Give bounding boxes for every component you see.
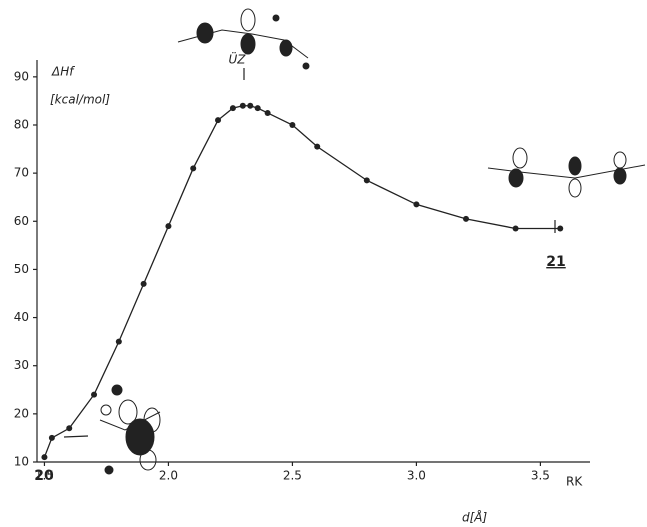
- point: [49, 435, 55, 441]
- point: [41, 454, 47, 460]
- y-tick-label: 10: [14, 455, 29, 469]
- annotation: 21: [546, 254, 565, 270]
- point: [364, 177, 370, 183]
- x-tick-label: 1.5: [35, 469, 54, 483]
- y-axis-label: ΔHf: [51, 65, 75, 79]
- x-tick-label: 3.0: [407, 469, 426, 483]
- x-tick-label: 2.5: [283, 469, 302, 483]
- chart: ΔHf [kcal/mol] d[Å] ÜZ 20 21 RK 10203040…: [0, 0, 647, 527]
- point: [463, 216, 469, 222]
- curve: [44, 106, 560, 457]
- y-axis-unit: [kcal/mol]: [50, 93, 110, 107]
- point: [141, 281, 147, 287]
- y-tick-label: 50: [14, 262, 29, 276]
- y-tick-label: 90: [14, 69, 29, 83]
- y-tick-label: 70: [14, 166, 29, 180]
- annotation: ÜZ: [228, 51, 246, 67]
- point: [557, 226, 563, 232]
- arrow: [64, 436, 88, 437]
- point: [230, 105, 236, 111]
- y-tick-label: 40: [14, 310, 29, 324]
- point: [247, 103, 253, 109]
- y-tick-label: 30: [14, 358, 29, 372]
- point: [66, 425, 72, 431]
- point: [314, 144, 320, 150]
- annotation: RK: [566, 475, 583, 489]
- orbital-sketch: [100, 9, 645, 474]
- y-tick-label: 20: [14, 406, 29, 420]
- point: [240, 103, 246, 109]
- point: [91, 392, 97, 398]
- y-tick-label: 80: [14, 117, 29, 131]
- point: [215, 117, 221, 123]
- point: [413, 201, 419, 207]
- page: {"chart_data": {"type": "line", "ylabel"…: [0, 0, 647, 527]
- x-axis-label: d[Å]: [462, 510, 488, 525]
- x-tick-label: 2.0: [159, 469, 178, 483]
- point: [255, 105, 261, 111]
- point: [289, 122, 295, 128]
- point: [116, 339, 122, 345]
- point: [190, 165, 196, 171]
- x-tick-label: 3.5: [531, 469, 550, 483]
- point: [265, 110, 271, 116]
- point: [165, 223, 171, 229]
- point: [513, 226, 519, 232]
- y-tick-label: 60: [14, 214, 29, 228]
